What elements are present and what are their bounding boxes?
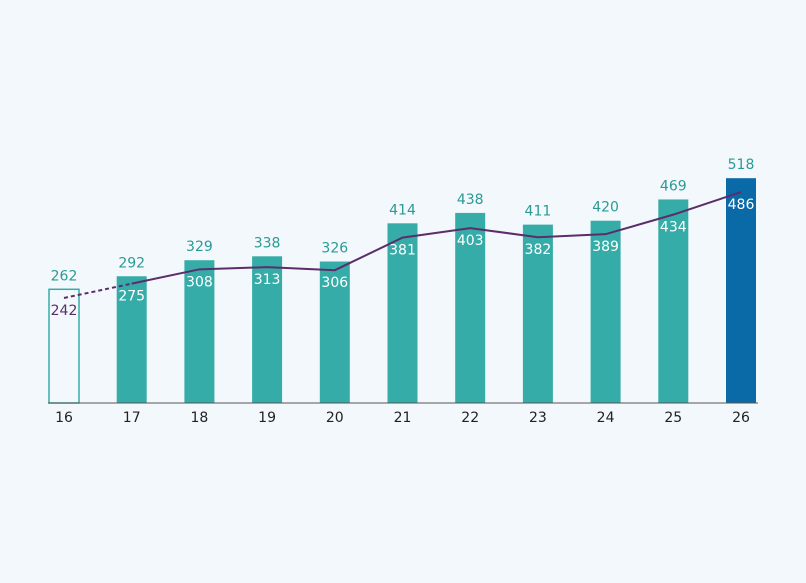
bar — [590, 220, 621, 403]
line-value-label: 434 — [660, 220, 687, 236]
bar-value-label: 411 — [525, 204, 552, 220]
x-tick-label: 20 — [326, 410, 344, 426]
x-tick-label: 21 — [394, 410, 412, 426]
bar — [726, 178, 756, 403]
x-tick-label: 25 — [664, 410, 682, 426]
line-value-label: 389 — [592, 239, 619, 255]
bar — [522, 224, 553, 403]
bar — [252, 256, 283, 403]
line-value-label: 381 — [389, 243, 416, 259]
line — [131, 191, 742, 285]
bar — [387, 223, 418, 403]
bar-value-label: 518 — [728, 157, 755, 173]
bar — [184, 260, 215, 403]
bar-value-label: 438 — [457, 192, 484, 208]
x-tick-label: 26 — [732, 410, 750, 426]
line-value-label: 308 — [186, 274, 213, 290]
line-value-label: 242 — [51, 303, 78, 319]
line-dashed-segment — [63, 282, 132, 299]
bar-value-label: 338 — [254, 235, 281, 251]
bar-value-label: 414 — [389, 202, 416, 218]
line-value-label: 306 — [321, 275, 348, 291]
bar-value-label: 329 — [186, 239, 213, 255]
bar-value-label: 326 — [321, 241, 348, 257]
bar-value-label: 292 — [118, 255, 145, 271]
x-tick-label: 18 — [190, 410, 208, 426]
line-value-label: 382 — [525, 242, 552, 258]
line-value-label: 486 — [728, 197, 755, 213]
x-tick-label: 22 — [461, 410, 479, 426]
x-tick-label: 16 — [55, 410, 73, 426]
line-value-label: 275 — [118, 289, 145, 305]
line-value-label: 403 — [457, 233, 484, 249]
bar-value-label: 262 — [51, 268, 78, 284]
x-tick-label: 19 — [258, 410, 276, 426]
x-tick-label: 24 — [597, 410, 615, 426]
bar-value-label: 420 — [592, 200, 619, 216]
bar — [658, 199, 689, 403]
bar — [319, 261, 350, 403]
bar-value-label: 469 — [660, 178, 687, 194]
bar — [455, 212, 486, 403]
line-value-label: 313 — [254, 272, 281, 288]
bar — [116, 276, 147, 403]
x-tick-label: 17 — [123, 410, 141, 426]
x-tick-label: 23 — [529, 410, 547, 426]
